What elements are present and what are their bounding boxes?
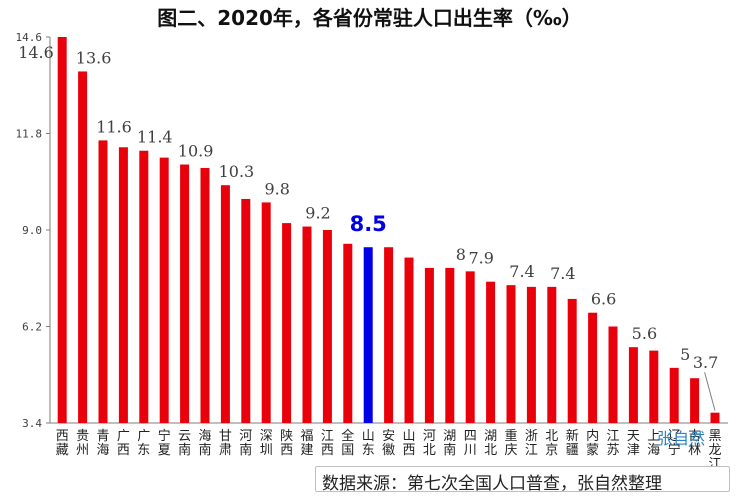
category-label: 江苏 — [606, 429, 619, 458]
category-label: 全国 — [341, 428, 354, 458]
bar-西藏 — [57, 37, 67, 423]
data-label: 13.6 — [76, 48, 112, 67]
bar-湖北 — [486, 281, 496, 423]
bar-内蒙 — [588, 312, 598, 423]
category-label: 福建 — [300, 429, 313, 458]
bar-深圳 — [261, 202, 271, 423]
data-label: 7.4 — [550, 264, 575, 283]
category-label: 西藏 — [56, 429, 69, 458]
data-label: 7.4 — [509, 262, 534, 281]
category-label: 上海 — [647, 429, 660, 458]
bar-贵州 — [78, 71, 88, 423]
bar-甘肃 — [220, 185, 230, 423]
leader-line — [704, 372, 716, 411]
bar-山东 — [363, 247, 373, 423]
bar-云南 — [180, 164, 190, 423]
data-label: 11.6 — [96, 117, 132, 136]
data-label: 9.2 — [305, 204, 330, 223]
bar-宁夏 — [159, 157, 169, 423]
bar-辽宁 — [669, 367, 679, 423]
category-label: 新疆 — [566, 428, 579, 458]
bar-重庆 — [506, 285, 516, 423]
category-label: 吉林 — [688, 429, 701, 458]
category-label: 青海 — [96, 429, 109, 458]
y-tick-label: 6.2 — [22, 321, 42, 334]
bar-湖南 — [445, 267, 455, 423]
bar-黑龙江 — [710, 412, 720, 423]
bar-四川 — [465, 271, 475, 423]
bar-新疆 — [567, 298, 577, 423]
bar-广东 — [139, 150, 149, 423]
bar-福建 — [302, 226, 312, 423]
category-label: 贵州 — [76, 429, 89, 458]
category-label: 河北 — [423, 429, 436, 458]
category-label: 湖南 — [443, 429, 456, 458]
watermark: 张自然 — [657, 429, 706, 448]
bar-安徽 — [384, 247, 394, 423]
source-caption: 数据来源：第七次全国人口普查，张自然整理 — [315, 466, 730, 494]
category-label: 天津 — [627, 429, 640, 458]
y-tick-label: 3.4 — [22, 417, 42, 430]
chart-title: 图二、2020年，各省份常驻人口出生率（‰） — [157, 6, 582, 30]
data-label: 9.8 — [264, 179, 289, 198]
category-label: 北京 — [545, 429, 558, 458]
category-label: 云南 — [178, 429, 191, 458]
category-label: 四川 — [464, 429, 477, 458]
bar-江西 — [322, 230, 332, 423]
data-label-highlight: 8.5 — [350, 212, 387, 236]
data-label: 11.4 — [137, 128, 173, 147]
bar-浙江 — [526, 286, 536, 423]
data-label: 10.3 — [219, 162, 255, 181]
data-label: 3.7 — [693, 353, 718, 372]
bar-江苏 — [608, 326, 618, 423]
category-label: 河南 — [239, 429, 252, 458]
bar-上海 — [649, 350, 659, 423]
category-label: 湖北 — [484, 429, 497, 458]
bar-河南 — [241, 198, 251, 423]
bar-吉林 — [690, 378, 700, 423]
category-label: 江西 — [321, 429, 334, 458]
data-label: 10.9 — [178, 142, 214, 161]
category-label: 重庆 — [504, 428, 517, 458]
bar-全国 — [343, 243, 353, 423]
bar-北京 — [547, 286, 557, 423]
category-label: 内蒙 — [586, 428, 599, 458]
y-tick-label: 9.0 — [22, 224, 42, 237]
bar-天津 — [628, 347, 638, 423]
category-label: 甘肃 — [219, 429, 232, 458]
bar-陕西 — [282, 223, 292, 423]
data-label: 8 — [456, 245, 466, 264]
y-tick-label: 14.6 — [16, 31, 43, 44]
category-label: 陕西 — [280, 429, 293, 458]
bar-河北 — [424, 267, 434, 423]
bar-广西 — [118, 147, 128, 424]
y-tick-label: 11.8 — [16, 128, 43, 141]
category-label: 安徽 — [382, 429, 395, 458]
category-label: 山东 — [362, 429, 375, 458]
bar-山西 — [404, 257, 414, 423]
category-label: 广西 — [117, 429, 130, 458]
data-label: 7.9 — [468, 248, 493, 267]
category-label: 海南 — [198, 429, 211, 458]
data-label: 14.6 — [18, 43, 54, 62]
data-label: 5 — [680, 345, 690, 364]
category-label: 深圳 — [260, 429, 273, 458]
data-label: 5.6 — [632, 324, 657, 343]
category-label: 广东 — [137, 429, 150, 458]
bar-海南 — [200, 167, 210, 423]
category-label: 辽宁 — [668, 429, 681, 458]
category-label: 浙江 — [525, 429, 538, 458]
bar-青海 — [98, 140, 108, 423]
category-label: 山西 — [402, 429, 415, 458]
category-label: 宁夏 — [158, 428, 171, 458]
data-label: 6.6 — [591, 290, 616, 309]
